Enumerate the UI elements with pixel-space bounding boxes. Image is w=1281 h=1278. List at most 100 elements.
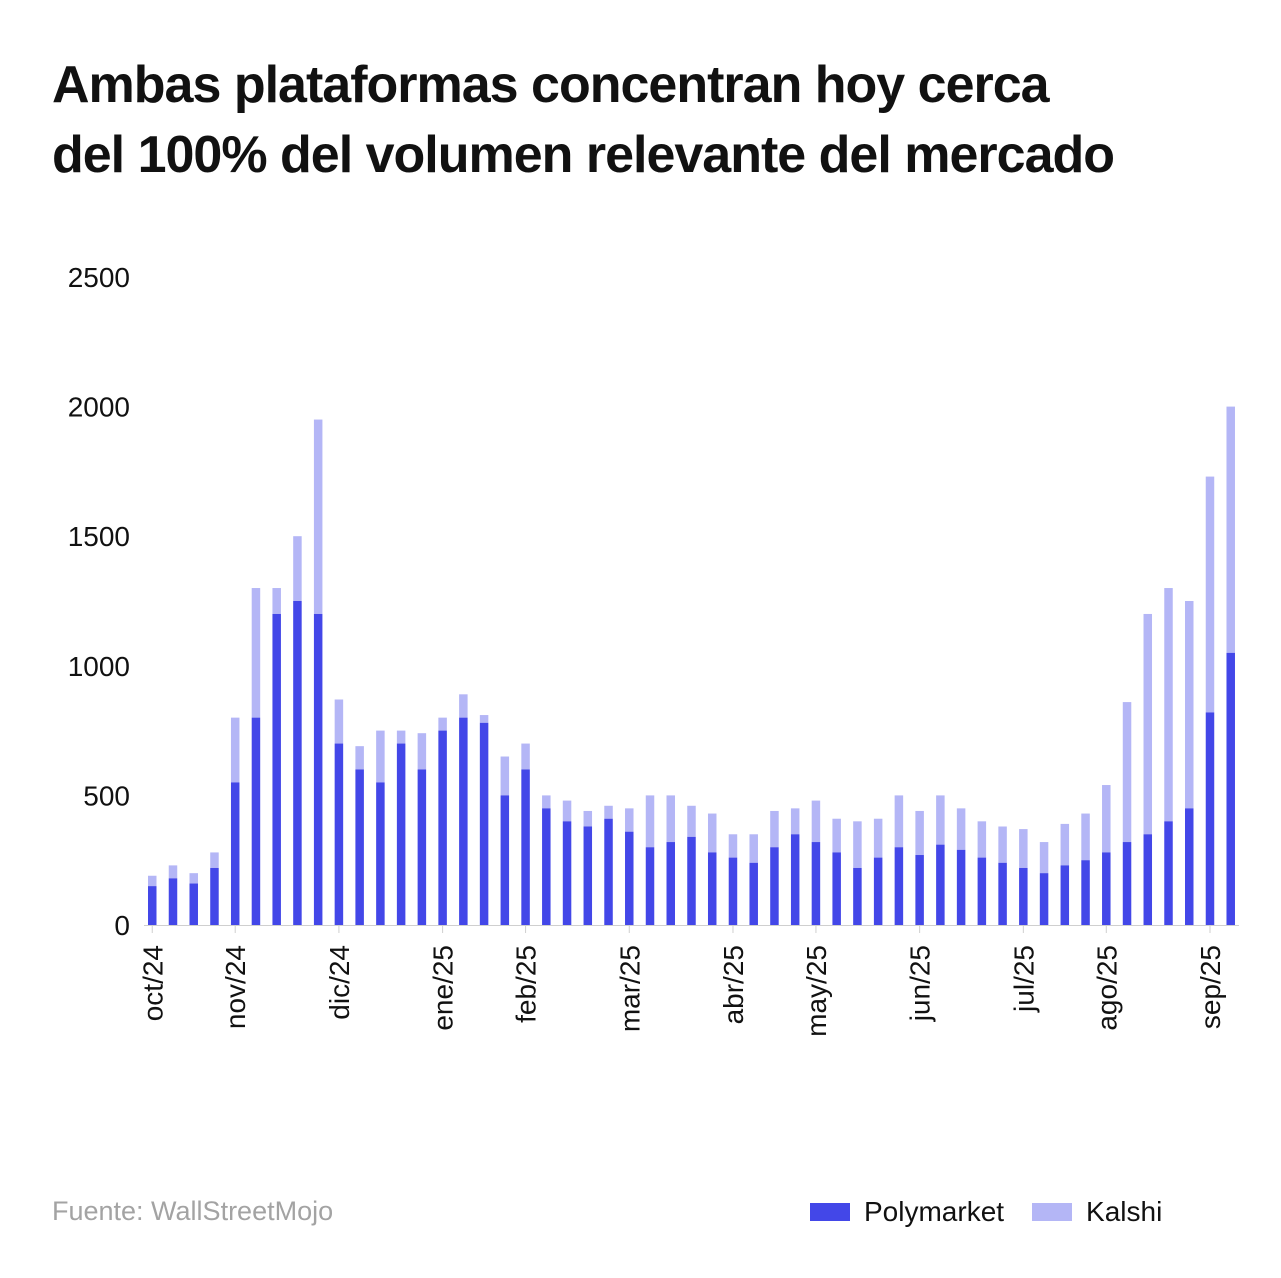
bar-polymarket-52 xyxy=(1226,652,1235,925)
x-tick-label-dic-24: dic/24 xyxy=(324,945,355,1020)
bar-polymarket-17 xyxy=(500,795,510,925)
x-tick-label-jul-25: jul/25 xyxy=(1008,945,1039,1013)
bar-polymarket-4 xyxy=(230,782,240,925)
bar-polymarket-15 xyxy=(459,717,468,925)
bar-polymarket-41 xyxy=(998,862,1007,925)
bar-kalshi-5 xyxy=(251,588,261,718)
bar-polymarket-50 xyxy=(1185,808,1194,925)
y-tick-label-500: 500 xyxy=(83,780,130,811)
bar-kalshi-43 xyxy=(1039,842,1049,874)
bar-polymarket-46 xyxy=(1102,852,1111,925)
bar-polymarket-26 xyxy=(687,836,696,925)
bar-polymarket-39 xyxy=(956,849,966,925)
bar-kalshi-45 xyxy=(1081,813,1090,861)
chart-title-line-1: Ambas plataformas concentran hoy cerca xyxy=(52,56,1050,114)
bar-polymarket-40 xyxy=(977,857,987,925)
bar-polymarket-30 xyxy=(770,847,779,925)
bar-kalshi-14 xyxy=(438,717,447,731)
bar-polymarket-34 xyxy=(853,867,862,925)
bar-kalshi-2 xyxy=(189,873,198,884)
bar-kalshi-39 xyxy=(956,808,966,850)
bar-kalshi-18 xyxy=(521,743,530,770)
bar-kalshi-47 xyxy=(1122,702,1132,843)
bar-kalshi-36 xyxy=(894,795,904,848)
bar-polymarket-19 xyxy=(542,808,551,925)
bar-kalshi-22 xyxy=(604,805,613,819)
bar-kalshi-37 xyxy=(915,810,924,856)
bar-kalshi-19 xyxy=(542,795,551,809)
bar-polymarket-5 xyxy=(251,717,261,925)
bar-kalshi-7 xyxy=(293,536,302,601)
legend-swatch-kalshi xyxy=(1032,1203,1073,1221)
bar-kalshi-48 xyxy=(1143,613,1153,835)
y-tick-label-2000: 2000 xyxy=(68,392,130,423)
bar-polymarket-29 xyxy=(749,862,758,925)
bar-polymarket-27 xyxy=(707,852,717,925)
bar-kalshi-9 xyxy=(334,699,344,744)
bar-polymarket-14 xyxy=(438,730,447,925)
legend-item-polymarket: Polymarket xyxy=(810,1196,1004,1228)
bar-kalshi-20 xyxy=(562,800,572,822)
legend-label-polymarket: Polymarket xyxy=(864,1196,1005,1227)
bar-kalshi-51 xyxy=(1205,476,1215,713)
bar-kalshi-35 xyxy=(873,818,883,858)
legend-label-kalshi: Kalshi xyxy=(1086,1196,1163,1227)
bar-polymarket-7 xyxy=(293,601,302,925)
bar-kalshi-21 xyxy=(583,810,593,827)
x-tick-label-ene-25: ene/25 xyxy=(428,945,459,1031)
x-tick-label-mar-25: mar/25 xyxy=(614,945,645,1032)
bar-kalshi-12 xyxy=(396,730,406,744)
bar-kalshi-41 xyxy=(998,826,1007,863)
bar-kalshi-44 xyxy=(1060,823,1070,866)
stacked-bar-chart: 0 500 1000 1500 2000 2500 oct/24 nov/24 dic/24 en… xyxy=(68,262,1239,1037)
bar-kalshi-24 xyxy=(645,795,655,848)
legend-swatch-polymarket xyxy=(810,1203,850,1221)
x-tick-label-jun-25: jun/25 xyxy=(905,945,936,1022)
bar-polymarket-44 xyxy=(1060,865,1070,925)
bar-polymarket-25 xyxy=(666,842,675,925)
bar-polymarket-21 xyxy=(583,826,593,925)
bar-kalshi-28 xyxy=(728,834,738,858)
bar-kalshi-32 xyxy=(811,800,821,843)
bar-polymarket-35 xyxy=(873,857,883,925)
y-tick-label-1000: 1000 xyxy=(68,651,130,682)
bar-kalshi-33 xyxy=(832,818,841,853)
bar-kalshi-46 xyxy=(1102,785,1111,853)
bar-kalshi-13 xyxy=(417,733,427,770)
legend: Polymarket Kalshi xyxy=(810,1196,1190,1228)
bar-polymarket-42 xyxy=(1019,867,1028,925)
bar-polymarket-16 xyxy=(479,722,489,925)
bar-kalshi-23 xyxy=(625,808,634,832)
bar-polymarket-51 xyxy=(1205,712,1215,925)
x-tick-label-abr-25: abr/25 xyxy=(718,945,749,1024)
bar-kalshi-40 xyxy=(977,821,987,858)
bar-polymarket-48 xyxy=(1143,834,1153,925)
bar-polymarket-22 xyxy=(604,818,613,925)
bar-polymarket-0 xyxy=(148,886,157,925)
bar-polymarket-8 xyxy=(313,613,323,925)
bar-kalshi-26 xyxy=(687,805,696,837)
bar-polymarket-45 xyxy=(1081,860,1090,925)
x-tick-label-may-25: may/25 xyxy=(801,945,832,1037)
bar-kalshi-4 xyxy=(230,717,240,783)
bar-polymarket-31 xyxy=(790,834,800,925)
bar-kalshi-30 xyxy=(770,810,779,848)
legend-item-kalshi: Kalshi xyxy=(1032,1196,1162,1228)
bar-polymarket-47 xyxy=(1122,842,1132,925)
bar-polymarket-32 xyxy=(811,842,821,925)
bar-kalshi-29 xyxy=(749,834,758,863)
bar-kalshi-25 xyxy=(666,795,675,843)
bar-polymarket-10 xyxy=(355,769,364,925)
bar-polymarket-11 xyxy=(376,782,385,925)
bar-polymarket-24 xyxy=(645,847,655,925)
bar-polymarket-6 xyxy=(272,613,281,925)
bar-polymarket-23 xyxy=(625,831,634,925)
bar-polymarket-37 xyxy=(915,855,924,925)
bar-polymarket-3 xyxy=(210,867,219,925)
bar-polymarket-20 xyxy=(562,821,572,925)
chart-title-line-2: del 100% del volumen relevante del merca… xyxy=(52,126,1115,184)
bar-polymarket-49 xyxy=(1164,821,1173,925)
bar-kalshi-49 xyxy=(1164,588,1173,822)
bar-polymarket-9 xyxy=(334,743,344,925)
bar-kalshi-6 xyxy=(272,588,281,614)
